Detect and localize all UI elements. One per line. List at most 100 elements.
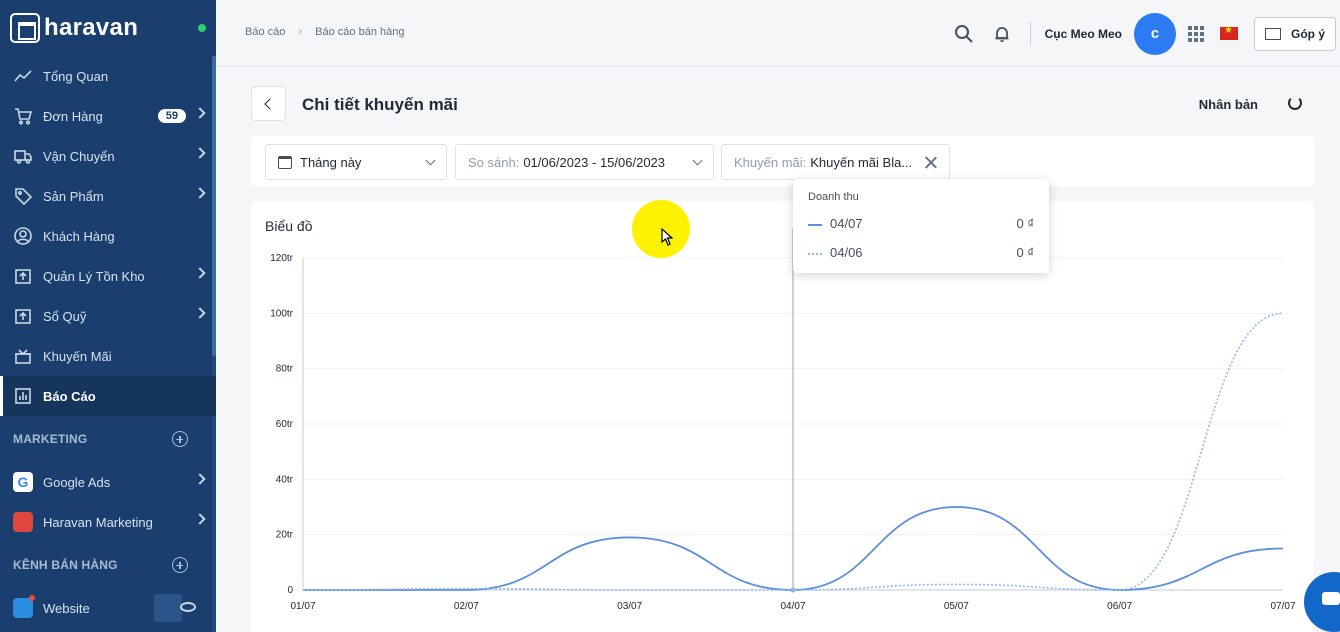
revenue-chart[interactable]: 0 20tr 40tr 60tr 80tr 100tr 120tr 01/07 02/07 03/…: [251, 201, 1314, 621]
external-link-icon[interactable]: [154, 594, 182, 622]
x-tick-label: 04/07: [780, 601, 805, 612]
promotion-filter[interactable]: Khuyến mãi: Khuyến mãi Bla...: [721, 144, 950, 180]
refresh-icon[interactable]: [1288, 96, 1302, 110]
period-select[interactable]: Tháng này: [265, 144, 447, 180]
sidebar-item-label: Khuyến Mãi: [43, 348, 112, 364]
logo-text: haravan: [44, 14, 139, 41]
back-button[interactable]: [251, 86, 286, 121]
close-icon[interactable]: [924, 156, 937, 169]
sales-channels-section: KÊNH BÁN HÀNG: [0, 542, 216, 588]
apps-grid-icon[interactable]: [1187, 25, 1204, 42]
sidebar-item-truck[interactable]: Vận Chuyển: [0, 136, 216, 176]
add-marketing-icon[interactable]: [172, 431, 188, 447]
online-status-dot: [198, 24, 206, 32]
sidebar-item-trend[interactable]: Tổng Quan: [0, 56, 216, 96]
chart-title: Biểu đồ: [265, 218, 313, 234]
tooltip-value: 0 ₫: [1016, 216, 1034, 231]
x-tick-label: 01/07: [290, 601, 315, 612]
cashbook-icon: [13, 306, 33, 326]
compare-series-line: [302, 312, 1284, 591]
sidebar-item-report[interactable]: Báo Cáo: [0, 376, 216, 416]
haravan-logo-icon: [10, 13, 40, 43]
google-icon: G: [13, 472, 33, 492]
sidebar-item-tag[interactable]: Sản Phẩm: [0, 176, 216, 216]
tooltip-value: 0 ₫: [1016, 245, 1034, 260]
tooltip-row-current: 04/07 0 ₫: [808, 216, 1034, 234]
sidebar-item-cashbook[interactable]: Sổ Quỹ: [0, 296, 216, 336]
sidebar-item-user[interactable]: Khách Hàng: [0, 216, 216, 256]
avatar[interactable]: c: [1133, 12, 1176, 55]
sidebar-nav: Tổng Quan Đơn Hàng 59 Vận Chuyển Sản Phẩm Khá…: [0, 56, 216, 416]
y-tick-label: 40tr: [276, 474, 294, 485]
tooltip-row-compare: 04/06 0 ₫: [808, 245, 1034, 263]
eye-icon[interactable]: [180, 602, 196, 612]
chevron-right-icon: [194, 147, 206, 159]
filter-bar: Tháng này So sánh: 01/06/2023 - 15/06/20…: [251, 136, 1314, 186]
sidebar-item-gift[interactable]: Khuyến Mãi: [0, 336, 216, 376]
x-tick-label: 02/07: [454, 601, 479, 612]
y-tick-label: 80tr: [276, 364, 294, 375]
topbar: Báo cáo › Báo cáo bán hàng Cục Meo Meo c…: [216, 0, 1340, 67]
solid-line-icon: [808, 224, 822, 226]
sidebar-item-website[interactable]: Website: [0, 588, 216, 628]
y-tick-label: 100tr: [270, 308, 293, 319]
promotion-value: Khuyến mãi Bla...: [810, 154, 913, 170]
x-tick-label: 06/07: [1107, 601, 1132, 612]
feedback-button[interactable]: Góp ý: [1253, 16, 1336, 51]
sidebar-item-label: Sổ Quỹ: [43, 308, 87, 324]
chart-tooltip: Doanh thu 04/07 0 ₫ 04/06 0 ₫: [793, 179, 1049, 273]
sidebar-item-cart[interactable]: Đơn Hàng 59: [0, 96, 216, 136]
sidebar-item-label: Quản Lý Tồn Kho: [43, 268, 145, 284]
chevron-down-icon: [692, 155, 703, 166]
breadcrumb-reports[interactable]: Báo cáo: [245, 26, 286, 38]
haravan-marketing-icon: [13, 512, 33, 532]
truck-icon: [13, 146, 33, 166]
sidebar-item-inventory[interactable]: Quản Lý Tồn Kho: [0, 256, 216, 296]
sidebar-scroll-thumb[interactable]: [212, 56, 216, 356]
chevron-right-icon: [194, 187, 206, 199]
mouse-pointer-icon: [661, 228, 673, 246]
order-count-badge: 59: [157, 109, 186, 123]
page-title: Chi tiết khuyến mãi: [302, 95, 458, 114]
dotted-line-icon: [808, 253, 822, 255]
bell-icon[interactable]: [992, 24, 1012, 44]
tooltip-title: Doanh thu: [808, 191, 859, 203]
topbar-divider: [1029, 22, 1031, 45]
tooltip-date: 04/06: [830, 245, 863, 260]
report-icon: [13, 386, 33, 406]
y-tick-label: 60tr: [276, 419, 294, 430]
sidebar: haravan Tổng Quan Đơn Hàng 59 Vận Chuyển Sản…: [0, 0, 216, 632]
x-tick-label: 05/07: [944, 601, 969, 612]
chevron-right-icon: [194, 473, 206, 485]
logo[interactable]: haravan: [0, 0, 216, 56]
mail-icon: [1264, 27, 1281, 40]
tooltip-date: 04/07: [830, 216, 863, 231]
sidebar-item-haravan-marketing[interactable]: Haravan Marketing: [0, 502, 216, 542]
breadcrumb-separator: ›: [298, 26, 303, 38]
add-channel-icon[interactable]: [172, 557, 188, 573]
trend-icon: [13, 66, 33, 86]
sidebar-item-label: Sản Phẩm: [43, 188, 104, 204]
y-tick-label: 0: [287, 585, 293, 596]
search-icon[interactable]: [954, 24, 974, 44]
chevron-right-icon: [194, 267, 206, 279]
x-tick-label: 03/07: [617, 601, 642, 612]
user-name[interactable]: Cục Meo Meo: [1044, 26, 1122, 41]
duplicate-button[interactable]: Nhân bản: [1198, 97, 1258, 112]
breadcrumb-sales-report[interactable]: Báo cáo bán hàng: [315, 26, 405, 38]
vietnam-flag-icon[interactable]: [1219, 25, 1238, 40]
compare-select[interactable]: So sánh: 01/06/2023 - 15/06/2023: [455, 144, 714, 180]
sidebar-item-label: Đơn Hàng: [43, 108, 103, 124]
marketing-section: MARKETING: [0, 416, 216, 462]
feedback-label: Góp ý: [1290, 26, 1325, 41]
user-icon: [13, 226, 33, 246]
breadcrumb: Báo cáo › Báo cáo bán hàng: [245, 26, 404, 38]
sales-channels-section-label: KÊNH BÁN HÀNG: [13, 558, 118, 572]
chevron-down-icon: [425, 155, 436, 166]
sidebar-item-google-ads[interactable]: G Google Ads: [0, 462, 216, 502]
website-icon: [13, 595, 35, 618]
chevron-right-icon: [194, 513, 206, 525]
sidebar-item-label: Báo Cáo: [43, 388, 96, 404]
sidebar-item-label: Haravan Marketing: [43, 514, 153, 530]
topbar-actions: Cục Meo Meo c Góp ý: [954, 0, 1340, 67]
